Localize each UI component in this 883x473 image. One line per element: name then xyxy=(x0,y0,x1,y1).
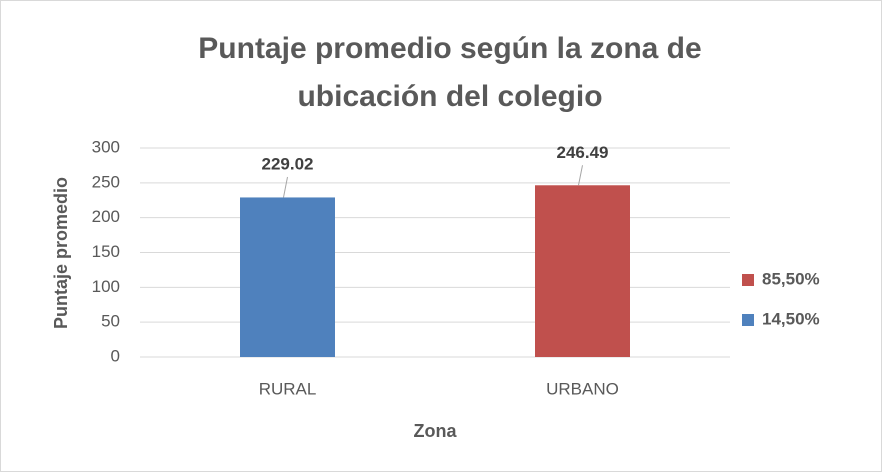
y-tick-label: 100 xyxy=(92,277,120,296)
y-tick-label: 150 xyxy=(92,242,120,261)
y-tick-label: 250 xyxy=(92,172,120,191)
y-tick-label: 300 xyxy=(92,137,120,156)
x-tick-label: RURAL xyxy=(259,379,317,398)
leader-line xyxy=(578,165,583,186)
y-axis-title: Puntaje promedio xyxy=(51,177,71,329)
x-axis-title: Zona xyxy=(414,421,458,441)
y-tick-label: 50 xyxy=(101,312,120,331)
data-label: 229.02 xyxy=(262,154,314,173)
y-tick-label: 0 xyxy=(111,346,120,365)
legend-swatch xyxy=(742,314,754,326)
chart-title: ubicación del colegio xyxy=(297,80,602,113)
bar xyxy=(535,185,630,357)
bar xyxy=(240,197,335,357)
legend-label: 14,50% xyxy=(762,309,820,328)
legend-swatch xyxy=(742,274,754,286)
chart-title: Puntaje promedio según la zona de xyxy=(198,32,701,65)
data-label: 246.49 xyxy=(557,143,609,162)
y-tick-label: 200 xyxy=(92,207,120,226)
x-tick-label: URBANO xyxy=(546,379,619,398)
legend-label: 85,50% xyxy=(762,269,820,288)
leader-line xyxy=(283,176,288,198)
